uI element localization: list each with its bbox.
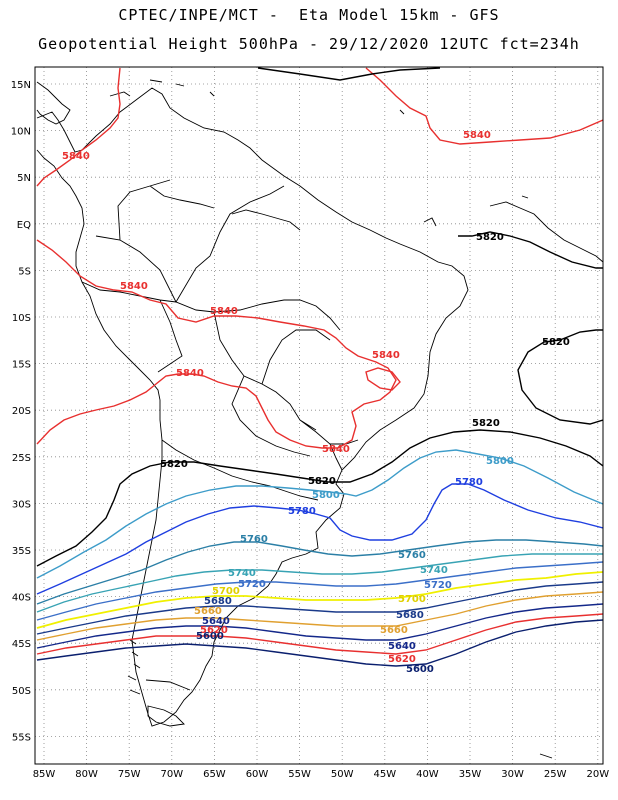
contour-5800 [36, 449, 603, 579]
contour-label-5800: 5800 [486, 456, 514, 467]
lat-tick-label: 5S [18, 266, 31, 277]
contour-5640 [36, 603, 603, 649]
contour-label-5760: 5760 [398, 550, 426, 561]
contour-5760 [36, 539, 603, 605]
lon-tick-label: 70W [160, 769, 183, 780]
lon-tick-label: 30W [501, 769, 524, 780]
central-america-coastline [36, 81, 71, 125]
contour-5840-amazon [36, 239, 397, 449]
contour-label-5820: 5820 [160, 459, 188, 470]
contour-label-5840: 5840 [62, 151, 90, 162]
contour-label-5840: 5840 [372, 350, 400, 361]
contour-5820-south [36, 429, 603, 567]
atlantic-islands [521, 195, 553, 759]
contour-label-5740: 5740 [420, 565, 448, 576]
lat-lon-grid [35, 67, 603, 764]
contour-label-5820: 5820 [472, 418, 500, 429]
contour-5780 [36, 483, 603, 595]
map-frame [34, 66, 604, 765]
chart-title-line1: CPTEC/INPE/MCT - Eta Model 15km - GFS [118, 6, 500, 24]
lon-tick-label: 50W [331, 769, 354, 780]
contour-label-5820: 5820 [308, 476, 336, 487]
south-america-coastline [36, 87, 469, 727]
contour-label-5700: 5700 [212, 586, 240, 597]
contour-5600 [36, 619, 603, 667]
lat-tick-label: 35S [12, 546, 31, 557]
lon-tick-label: 40W [416, 769, 439, 780]
contour-5820-northeast [257, 67, 603, 269]
contour-label-5840: 5840 [176, 368, 204, 379]
contour-5840-small [365, 367, 401, 391]
contour-label-5840: 5840 [463, 130, 491, 141]
contour-5740 [36, 553, 603, 613]
contours [36, 67, 603, 667]
africa-coastline [423, 201, 603, 263]
lat-tick-label: 10N [11, 127, 31, 138]
contour-label-5680: 5680 [204, 596, 232, 607]
lat-tick-label: 10S [12, 313, 31, 324]
contour-label-5840: 5840 [322, 444, 350, 455]
contour-label-5840: 5840 [210, 306, 238, 317]
contour-label-5620: 5620 [200, 625, 228, 636]
tierra-del-fuego [147, 705, 185, 727]
lat-tick-label: 15S [12, 360, 31, 371]
lon-tick-label: 65W [203, 769, 226, 780]
lon-tick-label: 25W [544, 769, 567, 780]
caribbean-islands [109, 79, 405, 115]
longitude-labels: 85W 80W 75W 70W 65W 60W 55W 50W 45W 40W 35W 30W 25W 2… [33, 769, 610, 780]
contour-label-5600: 5600 [406, 664, 434, 675]
coastline-borders [36, 79, 603, 759]
contour-label-5700: 5700 [398, 594, 426, 605]
contour-label-5660: 5660 [380, 625, 408, 636]
lat-tick-label: EQ [17, 220, 31, 231]
contour-5840-north [36, 67, 121, 187]
lon-tick-label: 80W [75, 769, 98, 780]
lat-tick-label: 30S [12, 499, 31, 510]
lon-tick-label: 55W [288, 769, 311, 780]
contour-label-5780: 5780 [455, 477, 483, 488]
lon-tick-label: 60W [246, 769, 269, 780]
contour-label-5640: 5640 [388, 641, 416, 652]
lat-tick-label: 5N [17, 173, 31, 184]
lon-tick-label: 20W [586, 769, 609, 780]
lon-tick-label: 45W [373, 769, 396, 780]
chart-title-line2: Geopotential Height 500hPa - 29/12/2020 … [38, 35, 580, 53]
contour-label-5840: 5840 [120, 281, 148, 292]
contour-5700 [36, 571, 603, 629]
contour-5660 [36, 591, 603, 641]
contour-5680 [36, 581, 603, 635]
lat-tick-label: 15N [11, 80, 31, 91]
contour-labels: 5840 5840 5840 5840 5840 5840 5840 5820 … [62, 130, 570, 675]
contour-label-5600: 5600 [196, 631, 224, 642]
latitude-labels: 15N 10N 5N EQ 5S 10S 15S 20S 25S 30S 35S 40S 45S 50S 5… [11, 80, 31, 743]
lat-tick-label: 45S [12, 639, 31, 650]
lat-tick-label: 20S [12, 406, 31, 417]
contour-label-5820: 5820 [542, 337, 570, 348]
chile-fjords [127, 639, 141, 695]
lon-tick-label: 35W [459, 769, 482, 780]
contour-label-5800: 5800 [312, 490, 340, 501]
contour-label-5640: 5640 [202, 616, 230, 627]
contour-label-5760: 5760 [240, 534, 268, 545]
contour-label-5780: 5780 [288, 506, 316, 517]
contour-5840-northeast [365, 67, 603, 145]
contour-label-5740: 5740 [228, 568, 256, 579]
lat-tick-label: 55S [12, 732, 31, 743]
lon-tick-label: 75W [118, 769, 141, 780]
lat-tick-label: 25S [12, 453, 31, 464]
lon-tick-label: 85W [33, 769, 56, 780]
contour-label-5720: 5720 [424, 580, 452, 591]
contour-label-5620: 5620 [388, 654, 416, 665]
lat-tick-label: 50S [12, 686, 31, 697]
contour-label-5720: 5720 [238, 579, 266, 590]
contour-label-5680: 5680 [396, 610, 424, 621]
contour-label-5660: 5660 [194, 606, 222, 617]
contour-5820-loop [517, 329, 603, 425]
contour-5720 [36, 561, 603, 621]
contour-5620 [36, 613, 603, 655]
contour-label-5820: 5820 [476, 232, 504, 243]
lat-tick-label: 40S [12, 593, 31, 604]
